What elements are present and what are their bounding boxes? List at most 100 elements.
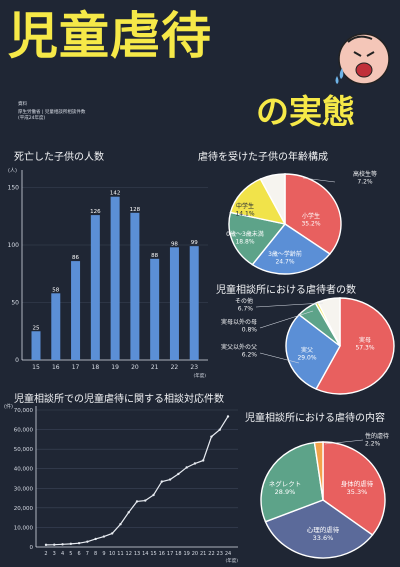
slice-value: 6.7% xyxy=(238,306,254,313)
data-point xyxy=(77,541,81,545)
slice-label: 3歳～学齢前 xyxy=(268,250,302,258)
bar xyxy=(169,247,179,360)
x-tick-label: 22 xyxy=(171,364,179,371)
source-label: 資料 xyxy=(18,102,27,107)
data-point xyxy=(44,543,48,547)
slice-label: 実父以外の父 xyxy=(221,343,257,351)
bar xyxy=(71,261,81,360)
pie-slice xyxy=(315,297,395,395)
pie-slice xyxy=(260,441,324,523)
y-tick-label: 0 xyxy=(15,357,19,364)
page-subtitle: の実態 xyxy=(256,92,355,131)
x-tick-label: 19 xyxy=(111,364,119,371)
slice-value: 35.3% xyxy=(347,488,368,496)
x-tick-label: 23 xyxy=(190,364,198,371)
x-tick-label: 7 xyxy=(86,551,89,557)
y-tick-label: 150 xyxy=(8,185,20,192)
bar xyxy=(189,246,199,360)
x-tick-label: 11 xyxy=(117,551,123,557)
x-tick-label: 20 xyxy=(131,364,139,371)
data-point xyxy=(210,435,213,438)
bar-value-label: 86 xyxy=(72,255,79,261)
x-axis-label: (年度) xyxy=(193,372,206,379)
data-point xyxy=(226,415,230,418)
x-tick-label: 15 xyxy=(150,551,156,557)
slice-value: 35.2% xyxy=(301,221,320,228)
pie-slice xyxy=(264,499,374,559)
slice-value: 29.0% xyxy=(297,355,316,362)
y-tick-label: 50 xyxy=(11,300,19,307)
x-tick-label: 15 xyxy=(32,364,40,371)
y-tick-label: 50,000 xyxy=(14,447,34,453)
data-point xyxy=(119,523,122,526)
age-pie-title: 虐待を受けた子供の年齢構成 xyxy=(198,152,328,163)
x-tick-label: 17 xyxy=(72,364,80,371)
slice-label: 小学生 xyxy=(302,212,320,220)
x-tick-label: 3 xyxy=(53,551,56,557)
y-tick-label: 100 xyxy=(8,242,20,249)
slice-value: 14.1% xyxy=(235,211,254,218)
data-point xyxy=(160,480,164,483)
data-point xyxy=(61,543,64,546)
x-tick-label: 4 xyxy=(61,551,64,557)
x-tick-label: 16 xyxy=(52,364,60,371)
x-tick-label: 5 xyxy=(69,551,72,557)
data-point xyxy=(168,478,172,481)
data-point xyxy=(53,543,56,546)
bar-value-label: 126 xyxy=(90,209,101,215)
x-tick-label: 6 xyxy=(77,551,80,557)
x-tick-label: 18 xyxy=(175,551,181,557)
y-tick-label: 70,000 xyxy=(14,408,34,414)
y-tick-label: 60,000 xyxy=(14,428,34,434)
data-point xyxy=(110,532,114,535)
x-tick-label: 22 xyxy=(208,551,214,557)
x-tick-label: 9 xyxy=(102,551,105,557)
line-chart: (件) 0 10,000 20,000 30,000 40,000 50,000 60,000… xyxy=(4,403,238,564)
slice-label: 身体的虐待 xyxy=(341,479,374,488)
pie-slice xyxy=(285,313,341,390)
y-axis-label: (件) xyxy=(4,403,13,410)
x-tick-label: 21 xyxy=(151,364,159,371)
bar-value-label: 58 xyxy=(52,287,59,293)
slice-value: 6.2% xyxy=(242,352,258,359)
y-tick-label: 0 xyxy=(30,545,34,551)
line-chart-title: 児童相談所での児童虐待に関する相談対応件数 xyxy=(14,394,224,405)
pie-slice xyxy=(322,441,386,536)
slice-value: 33.6% xyxy=(313,534,334,542)
data-point xyxy=(102,535,106,538)
data-point xyxy=(135,500,139,503)
bar-value-label: 88 xyxy=(151,253,158,259)
slice-label: 0歳～3歳未満 xyxy=(226,230,264,238)
leader-line xyxy=(259,352,300,364)
x-tick-label: 18 xyxy=(92,364,100,371)
slice-label: 実母以外の母 xyxy=(221,318,257,326)
data-point xyxy=(218,428,221,431)
slice-label: 高校生等 xyxy=(353,170,377,178)
y-tick-label: 30,000 xyxy=(14,486,34,492)
data-point xyxy=(201,459,205,462)
x-tick-label: 17 xyxy=(167,551,173,557)
pie-slice xyxy=(284,173,342,255)
slice-value: 18.8% xyxy=(235,239,254,246)
y-tick-label: 10,000 xyxy=(14,525,34,531)
y-axis-label: (人) xyxy=(8,168,17,174)
bar-chart-title: 死亡した子供の人数 xyxy=(14,152,104,163)
x-tick-label: 8 xyxy=(94,551,97,557)
slice-value: 24.7% xyxy=(275,259,294,266)
slice-value: 57.3% xyxy=(355,345,374,352)
bar xyxy=(130,212,140,360)
page-title: 児童虐待 xyxy=(8,7,212,65)
x-tick-label: 13 xyxy=(134,551,140,557)
x-tick-label: 24 xyxy=(225,551,231,557)
slice-label: その他 xyxy=(235,297,253,305)
x-tick-label: 21 xyxy=(200,551,206,557)
slice-value: 0.8% xyxy=(242,327,258,334)
bar-value-label: 142 xyxy=(110,191,121,197)
abuser-pie-title: 児童相談所における虐待者の数 xyxy=(216,285,356,296)
x-tick-label: 2 xyxy=(44,551,47,557)
data-point xyxy=(193,462,197,465)
bar-value-label: 99 xyxy=(191,240,198,246)
